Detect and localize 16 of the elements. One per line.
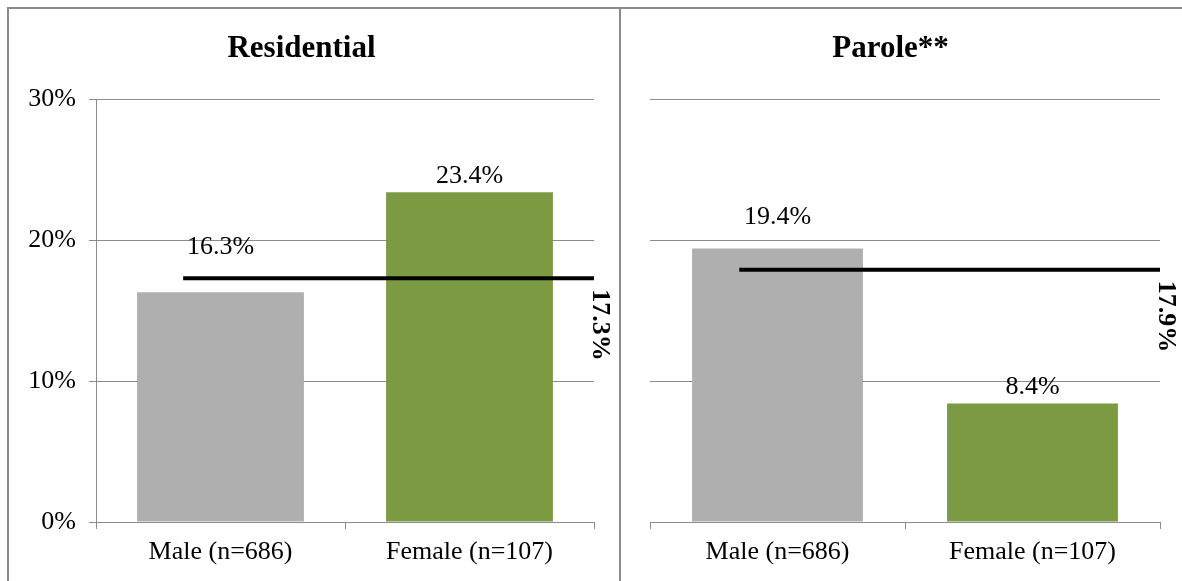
data-label: 8.4%	[1005, 371, 1060, 401]
y-tick-label: 0%	[41, 505, 76, 535]
ref-line-label: 17.3%	[587, 289, 617, 361]
data-label: 16.3%	[186, 231, 255, 261]
data-label: 23.4%	[435, 160, 504, 190]
x-tick-label: Female (n=107)	[948, 536, 1117, 566]
y-tick-label: 10%	[28, 364, 76, 394]
x-tick-label: Male (n=686)	[148, 536, 293, 566]
x-tick-label: Male (n=686)	[705, 536, 850, 566]
y-tick-label: 20%	[28, 223, 76, 253]
ref-line-label: 17.9%	[1153, 280, 1182, 353]
chart-title: Residential	[227, 28, 376, 64]
x-tick-label: Female (n=107)	[385, 536, 554, 566]
y-tick-label: 30%	[28, 83, 76, 113]
chart-title: Parole**	[832, 28, 949, 64]
data-label: 19.4%	[743, 201, 812, 231]
